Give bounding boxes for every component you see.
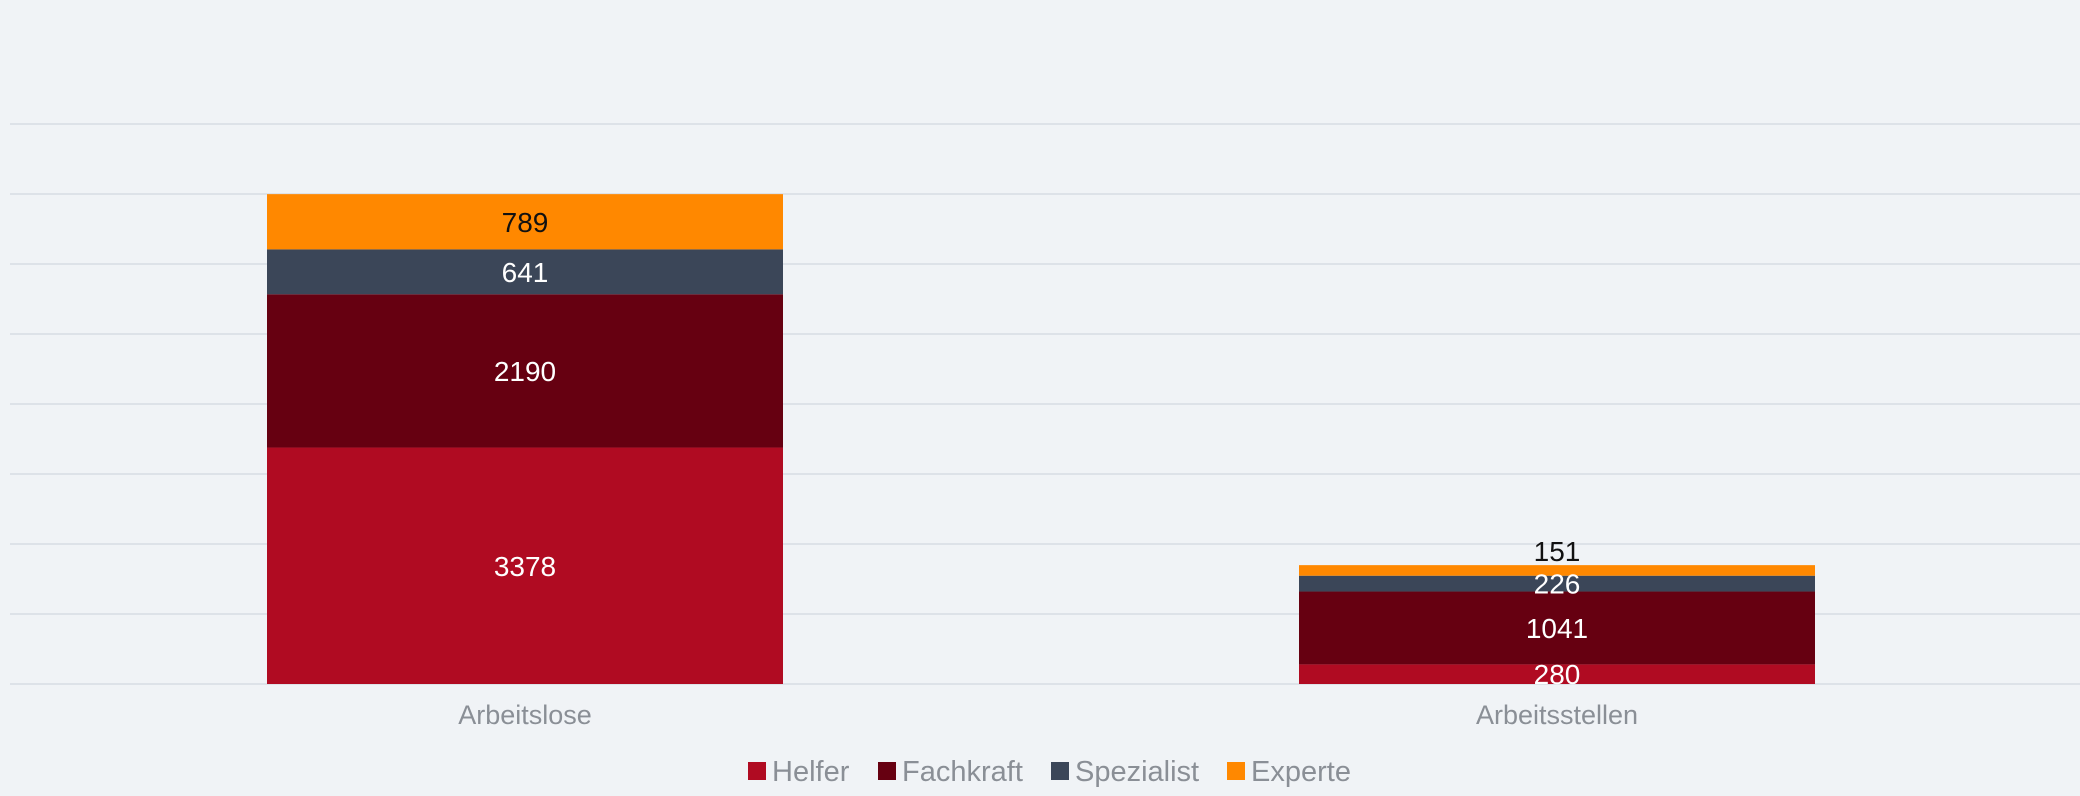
x-tick-label: Arbeitsstellen bbox=[1476, 700, 1638, 730]
legend-label: Spezialist bbox=[1075, 756, 1199, 788]
legend-swatch bbox=[1051, 762, 1069, 780]
bar-segment-helfer-arbeitsstellen bbox=[1299, 664, 1815, 684]
x-tick-label: Arbeitslose bbox=[458, 700, 592, 730]
legend: Helfer Fachkraft Spezialist Experte bbox=[748, 756, 1351, 788]
bar-segment-experte-arbeitslose bbox=[267, 194, 783, 250]
legend-swatch bbox=[1227, 762, 1245, 780]
data-label: 641 bbox=[502, 257, 549, 288]
legend-label: Experte bbox=[1251, 756, 1351, 788]
legend-label: Fachkraft bbox=[902, 756, 1023, 788]
bar-segment-fachkraft-arbeitslose bbox=[267, 294, 783, 448]
data-label: 226 bbox=[1534, 569, 1581, 600]
legend-swatch bbox=[748, 762, 766, 780]
data-label: 3378 bbox=[494, 551, 556, 582]
data-label: 280 bbox=[1534, 659, 1581, 690]
x-axis: Arbeitslose Arbeitsstellen bbox=[458, 700, 1638, 730]
bar-segment-spezialist-arbeitslose bbox=[267, 249, 783, 295]
bar-segment-fachkraft-arbeitsstellen bbox=[1299, 591, 1815, 665]
bars bbox=[267, 194, 1815, 684]
legend-swatch bbox=[878, 762, 896, 780]
bar-segment-experte-arbeitsstellen bbox=[1299, 565, 1815, 576]
bar-segment-helfer-arbeitslose bbox=[267, 447, 783, 684]
data-label: 2190 bbox=[494, 356, 556, 387]
legend-label: Helfer bbox=[772, 756, 850, 788]
data-label: 151 bbox=[1534, 536, 1581, 567]
data-label: 789 bbox=[502, 207, 549, 238]
bar-segment-spezialist-arbeitsstellen bbox=[1299, 575, 1815, 592]
data-label: 1041 bbox=[1526, 613, 1588, 644]
